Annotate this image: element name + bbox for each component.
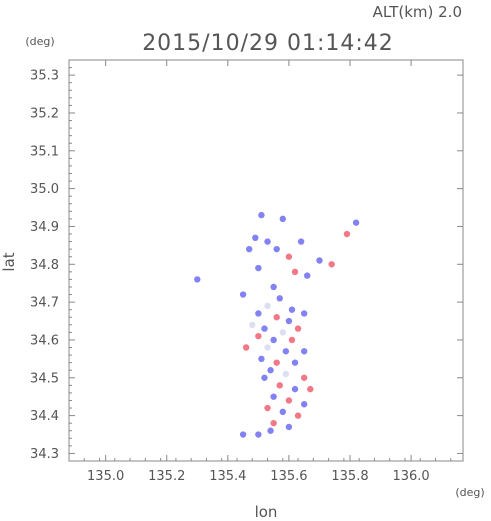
data-point [282,370,290,378]
y-tick-label: 34.4 [30,409,59,424]
data-point [267,427,274,434]
data-point [300,401,308,408]
data-point [258,211,265,219]
data-point [282,348,290,355]
x-tick-label: 135.8 [331,469,368,484]
y-unit-label: (deg) [25,35,54,48]
data-point [288,336,296,344]
data-point [300,348,308,355]
axis-ticks [68,60,463,461]
y-axis-label: lat [0,252,18,271]
data-point [279,329,286,336]
data-point [264,404,271,412]
data-point [255,310,262,317]
x-tick-label: 135.0 [87,469,124,484]
data-point [285,397,293,404]
data-point [304,272,311,279]
data-point [258,355,265,363]
data-point [264,238,271,245]
y-tick-label: 35.2 [30,106,59,121]
data-point [316,257,323,264]
data-point [252,234,259,242]
data-point [291,385,299,393]
data-point [343,230,351,238]
plot-frame [68,59,464,462]
y-tick-label: 34.9 [30,220,59,235]
x-unit-label: (deg) [455,486,484,499]
data-point [239,431,247,438]
data-point [261,374,268,381]
data-point [273,314,280,321]
x-tick-label: 135.6 [270,469,307,484]
y-tick-label: 34.5 [30,371,59,386]
data-point [255,264,262,272]
data-point [294,412,302,419]
data-point [279,408,286,416]
data-point [242,344,250,351]
data-point [246,245,253,253]
data-point [267,367,274,374]
data-point [291,359,299,366]
y-tick-label: 35.3 [30,69,59,84]
data-point [249,321,256,329]
axis-tick-labels: 135.0 135.2 135.4 135.6 135.8 136.0 34.3 34.4 34… [30,69,430,484]
data-point [279,215,286,223]
data-point [307,385,314,393]
data-point [264,344,271,351]
data-point [297,238,305,245]
data-point [285,423,293,431]
y-tick-label: 35.0 [30,182,59,197]
y-tick-label: 35.1 [30,144,59,159]
x-axis-label: lon [255,503,278,521]
data-point [273,245,280,253]
data-point [276,295,283,302]
data-point [285,253,293,260]
data-point [273,359,280,366]
data-point [261,325,268,332]
data-point [264,302,271,310]
data-point [270,336,277,344]
data-point [255,431,262,438]
y-tick-label: 34.7 [30,296,59,311]
data-point [300,310,308,317]
y-tick-label: 34.6 [30,333,59,348]
data-point [328,261,335,268]
data-point [194,276,201,283]
x-tick-label: 135.4 [209,469,246,484]
y-tick-label: 34.3 [30,447,59,462]
y-tick-label: 34.8 [30,258,59,273]
data-point [288,306,296,313]
x-tick-label: 136.0 [392,469,429,484]
altitude-label: ALT(km) 2.0 [373,3,462,21]
data-point [294,325,302,332]
data-point [270,419,277,427]
data-point [255,332,262,340]
data-point [300,374,308,381]
data-point [276,382,283,389]
data-point [270,283,277,291]
data-point [270,393,277,400]
data-point [291,268,299,276]
data-point [285,317,293,325]
x-tick-label: 135.2 [148,469,185,484]
chart-title: 2015/10/29 01:14:42 [142,31,394,56]
data-point [352,219,360,226]
data-point [239,291,247,298]
data-points [194,211,360,438]
